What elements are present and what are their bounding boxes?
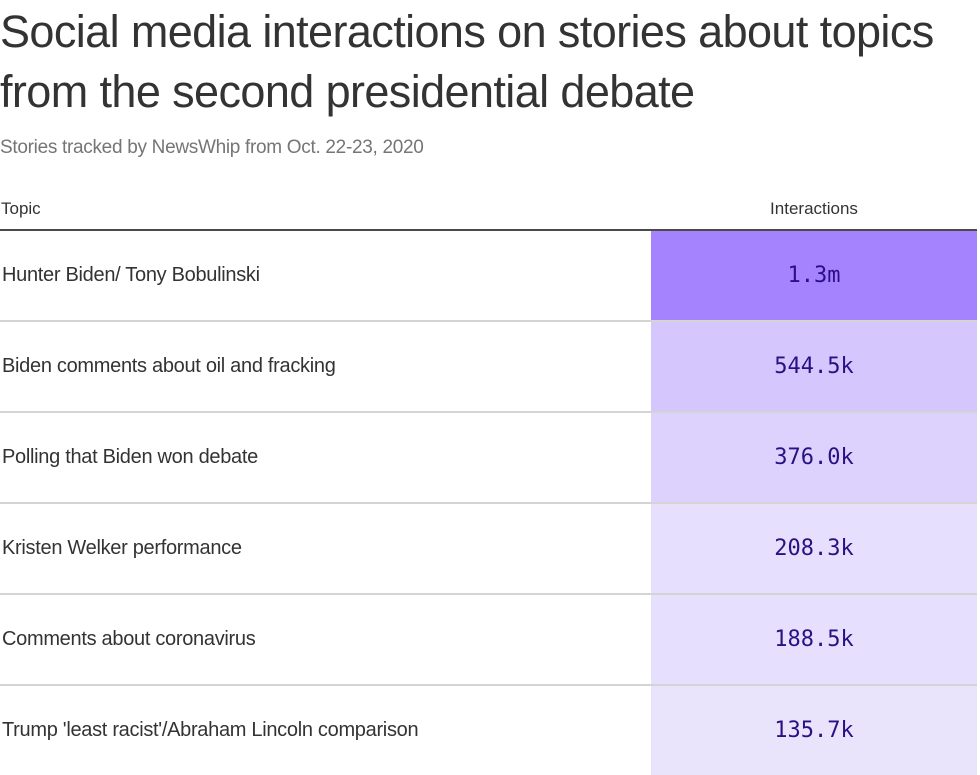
table-row: Kristen Welker performance 208.3k [0,504,977,595]
topic-cell: Kristen Welker performance [2,537,242,559]
chart-subtitle: Stories tracked by NewsWhip from Oct. 22… [0,137,424,158]
interactions-cell: 135.7k [651,686,977,775]
topic-cell: Comments about coronavirus [2,628,256,650]
table-row: Trump 'least racist'/Abraham Lincoln com… [0,686,977,775]
table-header: Topic Interactions [0,196,977,231]
table-body: Hunter Biden/ Tony Bobulinski 1.3m Biden… [0,231,977,775]
table-row: Polling that Biden won debate 376.0k [0,413,977,504]
table-row: Comments about coronavirus 188.5k [0,595,977,686]
data-table: Topic Interactions Hunter Biden/ Tony Bo… [0,196,977,775]
chart-title: Social media interactions on stories abo… [0,6,934,117]
topic-cell: Hunter Biden/ Tony Bobulinski [2,264,260,286]
column-header-interactions: Interactions [770,199,858,218]
interactions-cell: 1.3m [651,231,977,320]
topic-cell: Polling that Biden won debate [2,446,258,468]
interactions-cell: 544.5k [651,322,977,411]
topic-cell: Trump 'least racist'/Abraham Lincoln com… [2,719,419,741]
interactions-cell: 188.5k [651,595,977,684]
interactions-cell: 208.3k [651,504,977,593]
topic-cell: Biden comments about oil and fracking [2,355,336,377]
interactions-cell: 376.0k [651,413,977,502]
column-header-topic: Topic [1,199,41,218]
table-row: Biden comments about oil and fracking 54… [0,322,977,413]
table-row: Hunter Biden/ Tony Bobulinski 1.3m [0,231,977,322]
